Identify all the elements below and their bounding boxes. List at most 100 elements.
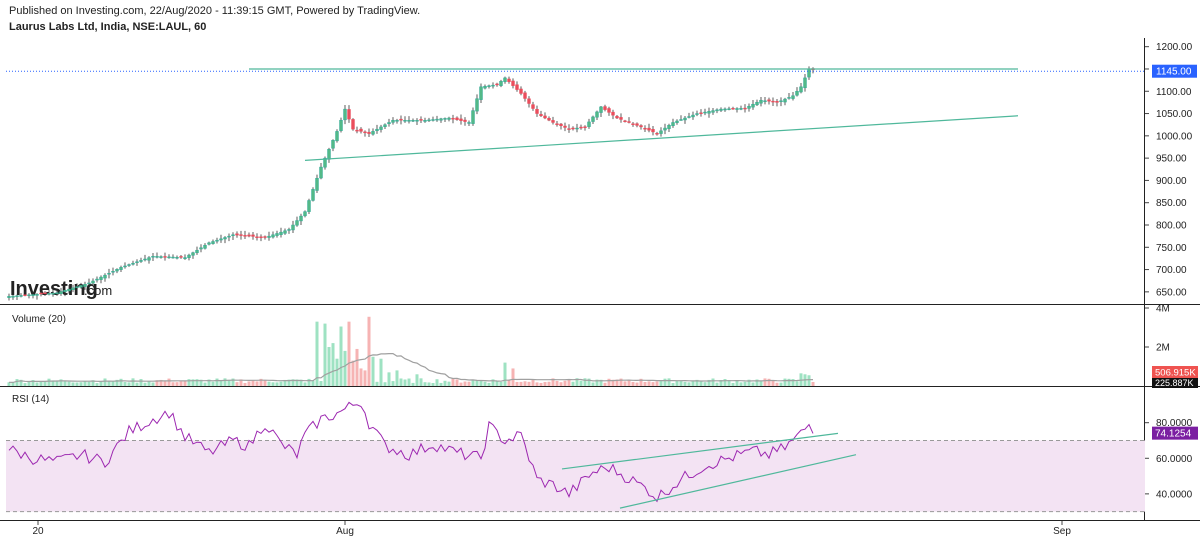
candle-body — [347, 109, 351, 120]
volume-bar — [303, 382, 307, 386]
price-trendline — [304, 115, 1019, 161]
volume-bar — [19, 379, 23, 386]
volume-bar — [483, 381, 487, 386]
volume-bar — [647, 381, 651, 386]
price-tick-label: 900.00 — [1156, 176, 1187, 187]
candle-body — [631, 123, 635, 125]
candle-body — [527, 98, 531, 104]
candle-body — [619, 117, 623, 120]
candle-body — [271, 234, 275, 238]
volume-bar — [767, 378, 771, 386]
candle-body — [375, 128, 379, 132]
last-volume-label: 506.915K — [1155, 368, 1196, 379]
price-candles — [7, 66, 815, 301]
candle-body — [659, 130, 663, 134]
candle-body — [719, 108, 723, 111]
candle-body — [735, 108, 739, 110]
volume-bar — [127, 382, 131, 386]
volume-bar — [139, 379, 143, 386]
volume-bar — [719, 380, 723, 386]
volume-bar — [147, 381, 151, 386]
candle-body — [543, 115, 547, 119]
candle-body — [663, 127, 667, 131]
candle-body — [207, 242, 211, 245]
volume-bar — [175, 382, 179, 386]
volume-bar — [255, 381, 259, 386]
candle-body — [767, 99, 771, 102]
rsi-path — [8, 401, 814, 503]
volume-bar — [211, 381, 215, 386]
candle-body — [427, 119, 431, 122]
volume-bar — [187, 379, 191, 386]
volume-bar — [123, 382, 127, 386]
rsi-band: 40.0000 60.0000 80.0000 — [6, 418, 1193, 513]
volume-bar — [699, 380, 703, 386]
volume-bar — [135, 382, 139, 386]
panel-frames — [0, 38, 1200, 521]
volume-panel-title: Volume (20) — [12, 314, 66, 325]
candle-body — [475, 98, 479, 112]
candle-body — [651, 129, 655, 133]
candle-body — [287, 229, 291, 231]
volume-bar — [747, 379, 751, 386]
volume-bar — [163, 380, 167, 386]
last-volume-tag — [1152, 366, 1198, 378]
volume-bar — [691, 380, 695, 386]
volume-bar — [167, 378, 171, 386]
volume-bar — [455, 379, 459, 386]
candle-body — [163, 256, 167, 258]
candle-body — [223, 237, 227, 240]
volume-bar — [759, 380, 763, 386]
candle-body — [731, 108, 735, 110]
volume-bar — [611, 379, 615, 386]
price-trendlines — [249, 68, 1019, 161]
candle-body — [795, 91, 799, 96]
volume-bar — [571, 381, 575, 386]
volume-bar — [603, 382, 607, 386]
candle-body — [403, 120, 407, 122]
volume-bar — [243, 382, 247, 386]
volume-bar — [191, 379, 195, 386]
candle-body — [787, 97, 791, 99]
candle-body — [363, 131, 367, 134]
volume-bar — [103, 378, 107, 386]
price-tick-label: 700.00 — [1156, 265, 1187, 276]
candle-body — [643, 127, 647, 130]
volume-bar — [383, 382, 387, 386]
volume-bar — [15, 379, 19, 386]
volume-bar — [579, 380, 583, 386]
volume-bar — [203, 382, 207, 386]
candle-body — [555, 123, 559, 125]
volume-bar — [247, 381, 251, 386]
volume-bar — [591, 382, 595, 386]
volume-bar — [635, 382, 639, 386]
candle-body — [195, 249, 199, 253]
candle-body — [691, 114, 695, 118]
rsi-tick-label: 40.0000 — [1156, 489, 1193, 500]
volume-bar — [219, 379, 223, 386]
volume-bar — [347, 321, 351, 386]
time-axis: 20 Aug Sep — [32, 521, 1071, 537]
volume-bar — [807, 375, 811, 386]
candle-body — [547, 118, 551, 121]
volume-tick-label: 2M — [1156, 343, 1170, 354]
candle-body — [371, 131, 375, 135]
rsi-line: 74.1254 — [8, 401, 1198, 509]
volume-bar — [503, 362, 507, 386]
candle-body — [211, 241, 215, 244]
volume-bar — [559, 382, 563, 386]
candle-body — [119, 267, 123, 270]
candle-body — [499, 81, 503, 86]
volume-bar — [447, 381, 451, 386]
volume-bar — [407, 378, 411, 386]
volume-bar — [235, 382, 239, 386]
candle-body — [407, 120, 411, 122]
volume-bar — [27, 382, 31, 386]
price-tick-label: 750.00 — [1156, 243, 1187, 254]
volume-bar — [707, 379, 711, 386]
volume-bar — [535, 382, 539, 386]
volume-bar — [651, 382, 655, 386]
volume-bar — [371, 356, 375, 386]
candle-body — [583, 126, 587, 128]
volume-bar — [159, 379, 163, 386]
